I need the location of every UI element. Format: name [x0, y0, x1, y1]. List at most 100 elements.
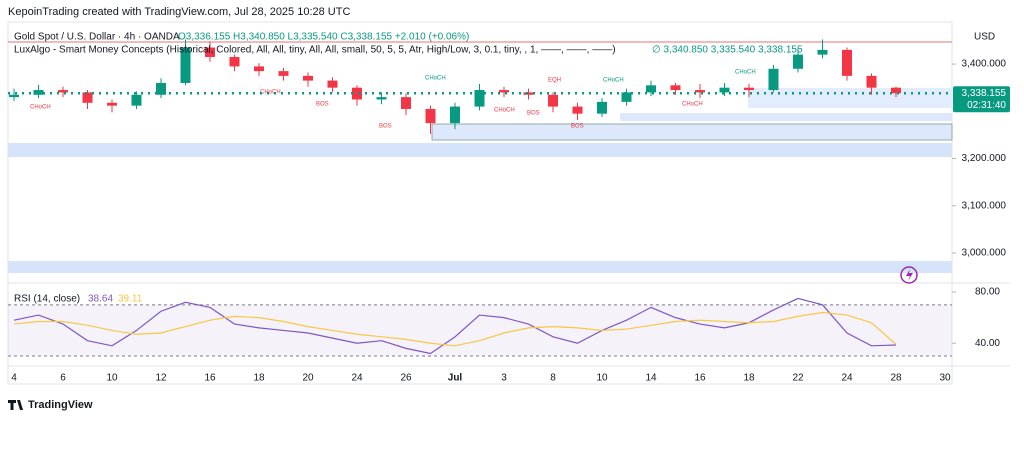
x-tick-label: 16: [694, 373, 706, 384]
zone: [620, 113, 952, 121]
candle-body: [425, 108, 436, 124]
annotation: EQH: [548, 78, 561, 84]
candle-body: [58, 90, 68, 93]
price-label: 3,338.155: [962, 88, 1007, 99]
candle-body: [278, 71, 289, 76]
candle-body: [401, 97, 411, 109]
candle-body: [107, 102, 117, 106]
x-tick-label: 16: [204, 373, 216, 384]
alert-icon[interactable]: [900, 266, 918, 284]
candle-body: [719, 87, 730, 93]
candle-body: [817, 49, 828, 55]
annotation: CHoCH: [30, 105, 51, 111]
x-tick-label: 3: [501, 373, 507, 384]
candle-body: [82, 92, 93, 103]
x-tick-label: 22: [792, 373, 804, 384]
annotation: CHoCH: [494, 108, 515, 114]
candle-body: [744, 87, 754, 91]
x-tick-label: 26: [400, 373, 412, 384]
x-tick-label: Jul: [448, 373, 463, 384]
rsi-title: RSI (14, close): [14, 294, 80, 305]
y-tick-label: 3,000.000: [962, 248, 1007, 259]
candle-body: [376, 97, 387, 100]
indicator-values: ∅ 3,340.850 3,335.540 3,338.155: [652, 45, 803, 56]
x-tick-label: 10: [596, 373, 608, 384]
x-tick-label: 12: [155, 373, 167, 384]
rsi-value: 38.64: [88, 294, 113, 305]
candle-body: [254, 66, 264, 72]
candle-body: [180, 47, 191, 83]
candle-body: [891, 87, 901, 94]
rsi-line: [13, 311, 897, 347]
x-tick-label: 6: [60, 373, 66, 384]
candle-body: [474, 90, 485, 107]
candle-body: [572, 106, 583, 114]
candle-body: [793, 54, 803, 69]
annotation: BOS: [316, 102, 329, 108]
annotation: BOS: [571, 124, 584, 130]
x-tick-label: 30: [939, 373, 951, 384]
x-tick-label: 28: [890, 373, 902, 384]
ohlc: O3,336.155 H3,340.850 L3,335.540 C3,338.…: [178, 32, 469, 43]
x-tick-label: 14: [645, 373, 657, 384]
candle-body: [131, 94, 142, 106]
currency: USD: [974, 32, 995, 43]
annotation: BOS: [379, 124, 392, 130]
price-label-bg: [953, 86, 1010, 113]
candle-body: [450, 106, 460, 124]
x-tick-label: 24: [351, 373, 363, 384]
brand: TradingView: [28, 399, 93, 411]
candle-body: [597, 101, 607, 114]
plot: 3,000.000 3,100.000 3,200.000 3,400.000 4 6 10…: [8, 39, 1010, 384]
annotation: CHoCH: [682, 102, 703, 108]
countdown: 02:31:40: [967, 100, 1006, 111]
x-tick-label: 24: [841, 373, 853, 384]
indicator: LuxAlgo - Smart Money Concepts (Historic…: [14, 45, 616, 56]
x-tick-label: 18: [743, 373, 755, 384]
candle-body: [499, 90, 509, 93]
symbol: Gold Spot / U.S. Dollar · 4h · OANDA: [14, 32, 180, 43]
y-tick-label: 3,400.000: [962, 59, 1007, 70]
candle-body: [670, 85, 681, 91]
zone: [8, 143, 952, 157]
x-tick-label: 20: [302, 373, 314, 384]
candle-body: [352, 87, 362, 100]
candle-body: [327, 80, 338, 88]
candle-body: [33, 90, 44, 95]
tv-logo: [8, 400, 23, 410]
annotation: CHoCH: [603, 78, 624, 84]
x-tick-label: 18: [253, 373, 265, 384]
annotation: BOS: [527, 111, 540, 117]
credit: KepoinTrading created with TradingView.c…: [8, 6, 350, 18]
y-tick-label: 40.00: [975, 338, 1000, 349]
candle-body: [842, 49, 852, 76]
x-tick-label: 8: [550, 373, 556, 384]
y-tick-label: 80.00: [975, 287, 1000, 298]
candle-body: [9, 94, 19, 98]
candle-body: [156, 82, 166, 95]
y-tick-label: 3,100.000: [962, 200, 1007, 211]
zone: [431, 123, 953, 141]
annotation: CHoCH: [735, 70, 756, 76]
candle-body: [646, 85, 656, 93]
x-tick-label: 4: [11, 373, 17, 384]
alert-icon-bolt: [906, 269, 913, 281]
candle-body: [229, 56, 240, 67]
ma-value: 39.11: [118, 294, 143, 305]
candle-body: [621, 92, 632, 102]
candle-body: [303, 75, 313, 81]
rsi-band: [8, 304, 952, 357]
candle-body: [768, 68, 779, 91]
candle-body: [866, 75, 877, 88]
zone: [748, 88, 952, 108]
x-tick-label: 10: [106, 373, 118, 384]
candle-body: [205, 47, 215, 57]
annotations: CHoCH CHoCH BOS BOS CHoCH EQH CHoCH BOS …: [30, 70, 756, 130]
annotation: CHoCH: [260, 90, 281, 96]
zone: [8, 261, 952, 273]
candle-body: [695, 90, 705, 93]
y-tick-label: 3,200.000: [962, 153, 1007, 164]
candle-body: [548, 94, 558, 107]
